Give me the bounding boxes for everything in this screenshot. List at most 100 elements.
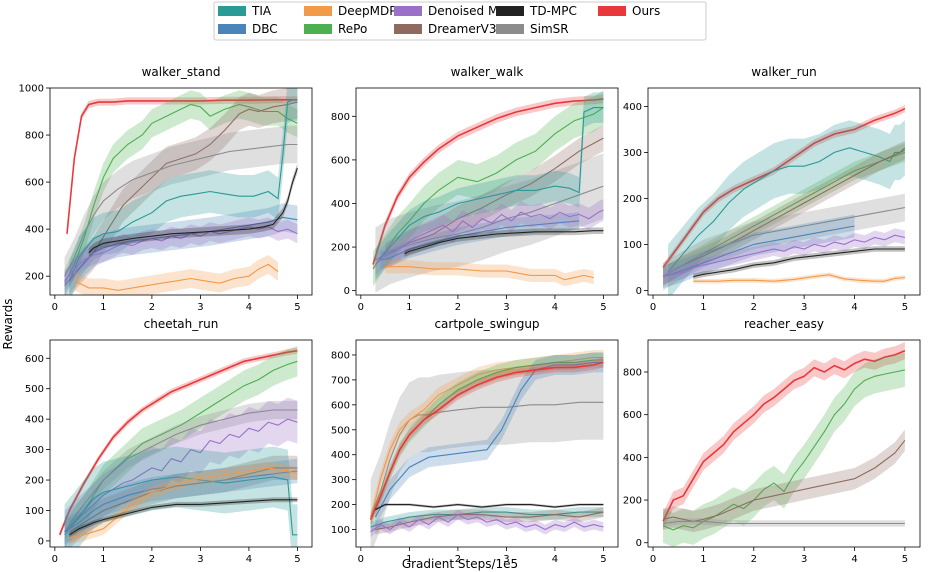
y-tick-label: 100 — [331, 525, 350, 536]
x-tick-label: 5 — [902, 302, 908, 313]
line-denoised-mdp — [370, 513, 604, 533]
x-tick-label: 0 — [52, 554, 58, 565]
band-denoised-mdp — [64, 217, 298, 291]
x-tick-label: 5 — [600, 302, 606, 313]
band-dbc — [663, 214, 855, 289]
band-repo — [663, 352, 905, 547]
x-tick-label: 4 — [851, 554, 857, 565]
y-tick-label: 400 — [331, 450, 350, 461]
line-simsr — [662, 207, 905, 278]
x-tick-label: 4 — [552, 302, 558, 313]
x-tick-label: 5 — [902, 554, 908, 565]
x-tick-label: 2 — [455, 554, 461, 565]
legend-label-ours: Ours — [632, 4, 660, 18]
y-tick-label: 100 — [623, 240, 642, 251]
legend-swatch-dreamerv3 — [394, 24, 422, 34]
legend-label-dbc: DBC — [252, 22, 278, 36]
panel-title: walker_stand — [142, 65, 221, 79]
band-repo — [64, 90, 298, 295]
line-deepmdp — [385, 266, 594, 281]
band-simsr — [663, 193, 905, 291]
plot-area — [369, 350, 604, 547]
x-tick-label: 0 — [358, 302, 364, 313]
band-tia — [375, 92, 604, 280]
band-simsr — [370, 364, 604, 547]
line-dbc — [64, 470, 298, 533]
x-tick-label: 2 — [455, 302, 461, 313]
band-dreamerv3 — [663, 140, 905, 286]
band-simsr — [64, 125, 298, 295]
band-deepmdp — [385, 260, 594, 287]
legend-swatch-deepmdp — [304, 6, 332, 16]
panel-walker-run: walker_run 0 1 2 3 4 5 0 100 200 300 400 — [623, 65, 921, 313]
x-tick-label: 3 — [197, 302, 203, 313]
x-tick-label: 1 — [406, 302, 412, 313]
x-tick-label: 5 — [294, 554, 300, 565]
y-tick-label: 100 — [25, 506, 44, 517]
x-tick-label: 3 — [503, 302, 509, 313]
line-denoised-mdp — [662, 234, 906, 278]
panel-title: walker_run — [751, 65, 816, 79]
band-dreamerv3 — [385, 125, 604, 269]
band-dreamerv3 — [663, 429, 905, 533]
panel-walker-stand: walker_stand 0 1 2 3 4 5 200 400 600 800 1000 — [19, 65, 313, 313]
x-tick-label: 0 — [650, 302, 656, 313]
axes-frame — [647, 339, 921, 548]
x-tick-label: 0 — [650, 554, 656, 565]
y-tick-label: 200 — [25, 476, 44, 487]
line-ours — [662, 349, 906, 522]
line-td-mpc — [375, 504, 604, 511]
x-tick-label: 1 — [700, 302, 706, 313]
y-tick-label: 400 — [25, 415, 44, 426]
line-simsr — [64, 143, 298, 277]
x-tick-label: 1 — [406, 554, 412, 565]
line-repo — [64, 103, 298, 284]
line-tia — [370, 511, 604, 528]
line-dreamerv3 — [662, 439, 906, 522]
band-dbc — [380, 212, 580, 269]
x-tick-label: 4 — [246, 302, 252, 313]
plot-area — [64, 88, 298, 295]
line-ours — [369, 361, 604, 520]
band-deepmdp — [69, 461, 298, 544]
band-dbc — [64, 458, 298, 544]
band-simsr — [64, 400, 298, 541]
band-ours — [663, 105, 905, 272]
band-ours — [663, 342, 905, 530]
panel-title: cheetah_run — [144, 317, 219, 331]
legend-label-denoised-mdp: Denoised MDP — [428, 4, 515, 18]
y-axis-label: Rewards — [1, 299, 15, 350]
y-tick-label: 200 — [623, 194, 642, 205]
line-ours — [662, 107, 906, 268]
band-denoised-mdp — [64, 397, 298, 547]
x-tick-label: 2 — [149, 554, 155, 565]
line-deepmdp — [69, 467, 298, 539]
y-tick-label: 800 — [25, 131, 44, 142]
legend-swatch-tia — [218, 6, 246, 16]
y-tick-label: 1000 — [19, 84, 44, 95]
band-td-mpc — [88, 163, 298, 258]
x-tick-label: 3 — [503, 554, 509, 565]
legend-frame — [213, 1, 707, 41]
y-tick-label: 400 — [331, 199, 350, 210]
x-tick-label: 5 — [294, 302, 300, 313]
legend-label-repo: RePo — [338, 22, 367, 36]
panel-cheetah-run: cheetah_run 0 1 2 3 4 5 0 100 200 300 400 500 600 — [25, 317, 313, 565]
plot-area — [662, 105, 906, 295]
x-tick-label: 3 — [197, 554, 203, 565]
panel-title: walker_walk — [451, 65, 524, 79]
panel-title: reacher_easy — [744, 317, 824, 331]
band-tia — [69, 88, 298, 295]
panel-walker-walk: walker_walk 0 1 2 3 4 5 0 200 400 600 800 — [331, 65, 619, 313]
plot-area — [58, 346, 298, 547]
x-tick-label: 5 — [600, 554, 606, 565]
y-tick-label: 300 — [331, 475, 350, 486]
y-tick-label: 300 — [623, 148, 642, 159]
x-tick-label: 1 — [100, 554, 106, 565]
legend-label-tia: TIA — [251, 4, 272, 18]
legend-swatch-denoised-mdp — [394, 6, 422, 16]
line-simsr — [375, 185, 604, 261]
line-simsr — [663, 520, 905, 525]
y-tick-label: 0 — [38, 536, 44, 547]
